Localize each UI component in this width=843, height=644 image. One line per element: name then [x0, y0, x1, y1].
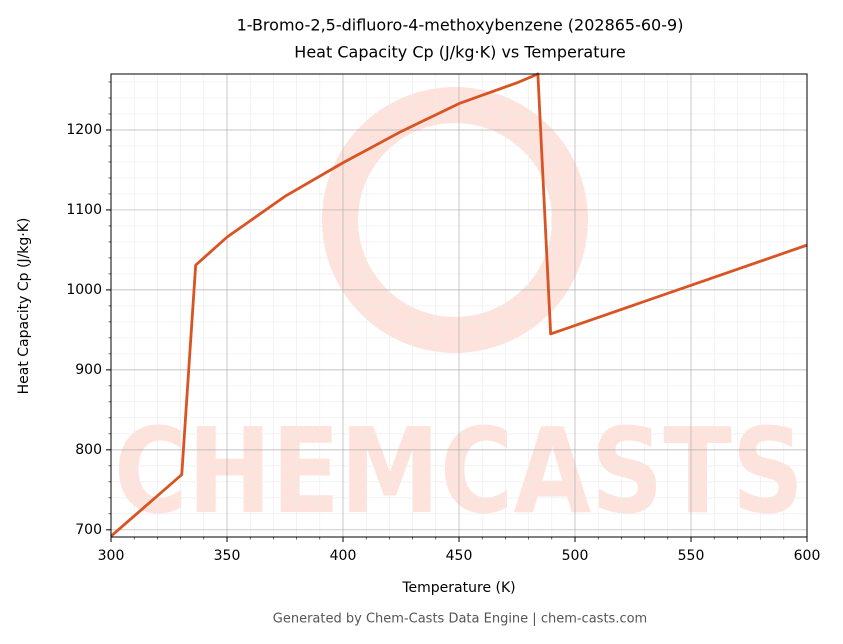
x-tick-label: 350: [214, 548, 241, 564]
y-axis-label: Heat Capacity Cp (J/kg·K): [16, 218, 32, 395]
x-tick-label: 500: [562, 548, 589, 564]
x-tick-label: 450: [446, 548, 473, 564]
x-tick-label: 400: [330, 548, 357, 564]
plot-frame: [110, 73, 808, 538]
y-tick-label: 1100: [66, 202, 102, 218]
chart-title: 1-Bromo-2,5-difluoro-4-methoxybenzene (2…: [237, 16, 684, 35]
y-tick-label: 900: [75, 362, 102, 378]
x-tick-label: 600: [794, 548, 821, 564]
x-axis-label: Temperature (K): [401, 580, 515, 596]
data-line: [110, 72, 808, 538]
y-tick-label: 700: [75, 522, 102, 538]
footer: Generated by Chem-Casts Data Engine | ch…: [273, 612, 647, 627]
chart-subtitle: Heat Capacity Cp (J/kg·K) vs Temperature: [294, 43, 625, 62]
y-tick-label: 1200: [66, 122, 102, 138]
x-tick-label: 300: [98, 548, 125, 564]
x-tick-label: 550: [678, 548, 705, 564]
y-tick-label: 800: [75, 442, 102, 458]
y-tick-label: 1000: [66, 282, 102, 298]
watermark-logo: [322, 87, 588, 353]
